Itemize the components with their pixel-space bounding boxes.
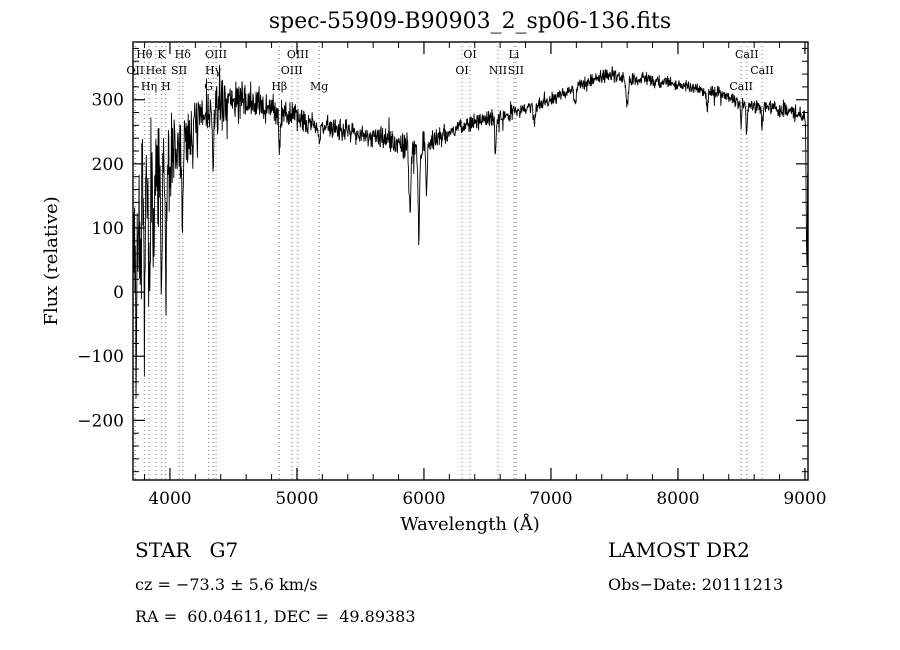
spectral-line-label: HeI [146, 64, 166, 77]
x-tick-label: 7000 [529, 489, 572, 509]
spectral-line-label: OIII [205, 48, 227, 61]
page-title: spec-55909-B90903_2_sp06-136.fits [269, 9, 671, 34]
spectral-line-label: OI [463, 48, 476, 61]
spectral-line-label: NII [489, 64, 507, 77]
x-tick-label: 6000 [402, 489, 445, 509]
spectral-line-label: CaII [750, 64, 774, 77]
x-tick-label: 4000 [148, 489, 191, 509]
spectrum-trace [133, 64, 808, 399]
x-tick-label: 5000 [275, 489, 318, 509]
y-tick-label: 100 [92, 219, 124, 239]
spectral-line-label: OI [455, 64, 468, 77]
spectral-line-label: SII [171, 64, 187, 77]
y-tick-label: 200 [92, 155, 124, 175]
spectral-line-label: Hβ [271, 80, 287, 93]
cz-value: cz = −73.3 ± 5.6 km/s [135, 575, 318, 594]
spectral-line-label: G [204, 80, 213, 93]
spectral-line-label: H [161, 80, 171, 93]
x-tick-label: 9000 [783, 489, 826, 509]
axis-ticks: 4000 5000 6000 7000 8000 9000 −200 −100 0 100 200 3… [77, 42, 827, 509]
spectral-line-label: SII [508, 64, 524, 77]
spectral-line-label: Hδ [175, 48, 192, 61]
spectral-line-label: OIII [281, 64, 303, 77]
spectral-line-label: OIII [287, 48, 309, 61]
y-tick-label: 0 [113, 283, 124, 303]
object-class-label: STAR G7 [135, 538, 238, 562]
x-axis-label: Wavelength (Å) [400, 513, 540, 535]
obs-date-value: Obs−Date: 20111213 [608, 575, 783, 594]
spectral-line-label: OII [126, 64, 144, 77]
y-tick-label: −100 [77, 347, 124, 367]
survey-label: LAMOST DR2 [608, 538, 750, 562]
y-tick-label: 300 [92, 91, 124, 111]
spectral-line-label: CaII [729, 80, 753, 93]
spectral-line-label: CaII [735, 48, 759, 61]
y-axis-label: Flux (relative) [41, 196, 62, 325]
spectral-line-label: Hθ [136, 48, 153, 61]
spectrum-polyline [133, 64, 808, 399]
spectral-line-label: Mg [310, 80, 328, 93]
spectral-line-label: Hγ [205, 64, 222, 77]
spectral-line-label: K [157, 48, 166, 61]
spectral-line-markers: Hθ K Hδ OIII OIII OI Li CaII OII HeI SII Hγ OIII OI NI… [126, 42, 774, 480]
coordinates-value: RA = 60.04611, DEC = 49.89383 [135, 607, 416, 626]
spectral-line-label: Hη [141, 80, 157, 93]
x-tick-label: 8000 [656, 489, 699, 509]
y-tick-label: −200 [77, 411, 124, 431]
spectral-line-label: Li [508, 48, 519, 61]
